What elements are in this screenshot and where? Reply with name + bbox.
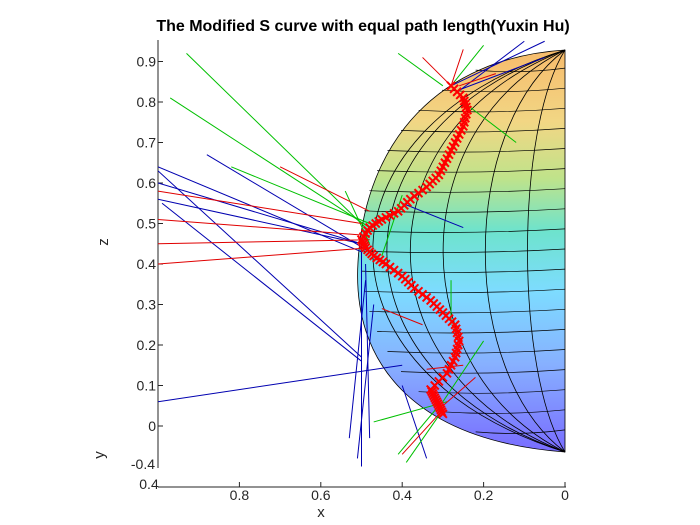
sphere-longitude-line (442, 49, 566, 453)
sphere-longitude-line (527, 49, 566, 453)
red-normal-line (158, 218, 370, 237)
z-tick-label: 0.7 (137, 135, 157, 151)
x-tick-label: 0.8 (230, 487, 250, 503)
green-normal-line (231, 166, 370, 224)
x-tick-label: 0.2 (474, 487, 494, 503)
s-curve-marker-stroke (462, 105, 473, 115)
sphere-longitude-line (372, 49, 566, 453)
green-normal-line (397, 405, 440, 455)
green-normal-line (462, 101, 517, 143)
s-curve-marker-stroke (461, 102, 472, 112)
blue-normal-line (356, 304, 375, 459)
red-normal-line (426, 364, 464, 370)
x-tick-label: 0.6 (311, 487, 331, 503)
red-normal-line (381, 308, 423, 326)
z-tick-label: 0.6 (137, 175, 157, 191)
z-axis-label: z (95, 238, 112, 246)
sphere-surface (357, 49, 566, 453)
blue-normal-line (161, 202, 362, 362)
sphere-body (357, 49, 566, 453)
s-curve-marker-stroke (454, 336, 464, 346)
sphere-latitude-line (364, 208, 566, 213)
red-normal-line (442, 377, 476, 407)
y-axis-label: y (91, 451, 108, 459)
s-curve-marker-stroke (446, 81, 456, 91)
blue-normal-line (365, 263, 371, 439)
y-tick-label: -0.4 (131, 456, 155, 472)
z-tick-label: 0.4 (137, 256, 157, 272)
z-tick-label: 0.3 (137, 297, 157, 313)
s-curve-marker-stroke (451, 324, 461, 334)
x-axis-label: x (317, 504, 325, 521)
blue-normal-line (158, 182, 362, 245)
sphere-latitude-line (418, 107, 566, 113)
sphere-latitude-line (361, 268, 566, 274)
axes: 00.10.20.30.40.50.60.70.80.9 0.8 0.6 0.4 0.… (91, 40, 569, 521)
green-normal-line (450, 44, 484, 87)
blue-normal-line (158, 166, 362, 253)
sphere-latitude-line (364, 288, 566, 294)
blue-normal-line (158, 170, 362, 358)
red-normal-line (450, 49, 464, 86)
green-normal-line (442, 340, 485, 402)
red-normal-line (422, 57, 452, 87)
blue-normal-line (401, 385, 428, 459)
x-tick-label: 0 (561, 487, 569, 503)
s-curve-point (446, 81, 456, 91)
x-tick-label: 0.4 (392, 487, 412, 503)
sphere-latitude-line (400, 128, 566, 133)
z-tick-label: 0.2 (137, 337, 157, 353)
sphere-latitude-line (400, 369, 566, 374)
red-normal-line (459, 73, 496, 87)
green-normal-line (405, 409, 444, 463)
s-curve-marker-stroke (460, 99, 470, 109)
z-tick-label: 0.5 (137, 216, 157, 232)
blue-normal-line (454, 40, 525, 95)
red-normal-line (158, 247, 370, 265)
blue-normal-line (158, 198, 362, 245)
chart-title: The Modified S curve with equal path len… (156, 18, 569, 35)
sphere-latitude-line (441, 409, 566, 414)
sphere-grid (359, 49, 566, 453)
x-ticks: 0.8 0.6 0.4 0.2 0 (230, 482, 569, 503)
z-tick-label: 0.9 (137, 54, 157, 70)
red-normal-line (401, 409, 444, 455)
s-curve-marker-stroke (453, 332, 463, 342)
sphere-latitude-line (387, 148, 566, 153)
red-normal-line (158, 190, 362, 224)
green-normal-line (397, 52, 444, 87)
blue-normal-line (459, 56, 545, 91)
x-end-label: 0.4 (139, 476, 159, 492)
z-tick-label: 0.8 (137, 94, 157, 110)
z-tick-label: 0 (148, 418, 156, 434)
sphere-longitude-line (410, 49, 566, 453)
green-normal-line (169, 97, 370, 228)
blue-normal-line (450, 40, 545, 87)
sphere-latitude-line (377, 168, 566, 173)
blue-normal-line (206, 154, 370, 253)
sphere-longitude-line (386, 49, 566, 453)
blue-normal-line (402, 202, 464, 229)
sphere-longitude-line (485, 49, 566, 453)
sphere-latitude-line (369, 188, 566, 193)
z-tick-label: 0.1 (137, 378, 157, 394)
sphere-latitude-line (377, 329, 566, 334)
s-curve-marker-stroke (459, 96, 469, 106)
sphere-latitude-line (359, 248, 566, 253)
normal-lines (158, 40, 545, 467)
sphere-latitude-line (361, 228, 566, 233)
z-ticks: 0 0.1 0.2 0.3 0.4 0.5 0.6 0.7 0.8 0.9 (137, 54, 163, 434)
green-normal-line (186, 53, 370, 232)
red-normal-line (158, 239, 370, 245)
s-curve (356, 81, 473, 419)
sphere-latitude-line (369, 308, 566, 314)
red-normal-line (279, 166, 370, 212)
s-curve-marker-stroke (452, 328, 462, 338)
blue-normal-line (348, 280, 367, 439)
